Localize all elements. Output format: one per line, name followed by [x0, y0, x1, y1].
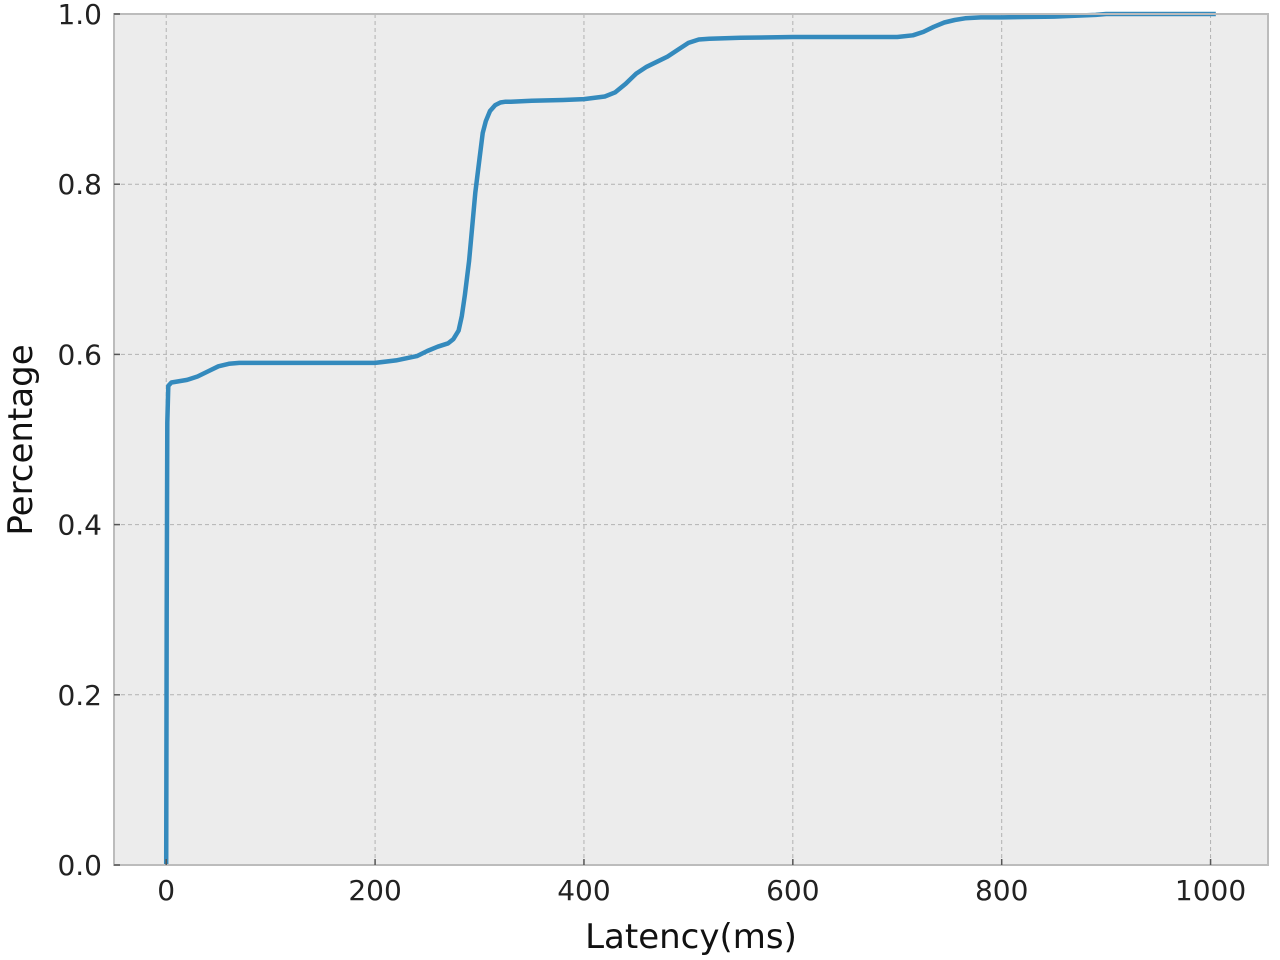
y-tick-label: 0.4 — [57, 509, 102, 542]
cdf-line — [163, 11, 1216, 866]
y-tick-label: 0.0 — [57, 849, 102, 882]
x-tick-labels: 0 200 400 600 800 1000 — [157, 874, 1246, 907]
plot-background — [114, 14, 1268, 865]
plot-frame — [113, 13, 1269, 866]
series-lines — [163, 11, 1216, 866]
y-axis-label: Percentage — [1, 344, 41, 535]
x-axis-label: Latency(ms) — [585, 917, 797, 957]
tick-marks — [114, 13, 1212, 866]
x-tick-label: 800 — [975, 874, 1028, 907]
x-tick-label: 400 — [557, 874, 610, 907]
y-tick-label: 0.8 — [57, 168, 102, 201]
y-tick-label: 1.0 — [57, 0, 102, 31]
x-tick-label: 600 — [766, 874, 819, 907]
x-tick-label: 1000 — [1175, 874, 1246, 907]
y-tick-label: 0.2 — [57, 679, 102, 712]
y-tick-label: 0.6 — [57, 338, 102, 371]
y-tick-labels: 0.0 0.2 0.4 0.6 0.8 1.0 — [57, 0, 102, 882]
x-tick-label: 200 — [348, 874, 401, 907]
x-tick-label: 0 — [157, 874, 175, 907]
